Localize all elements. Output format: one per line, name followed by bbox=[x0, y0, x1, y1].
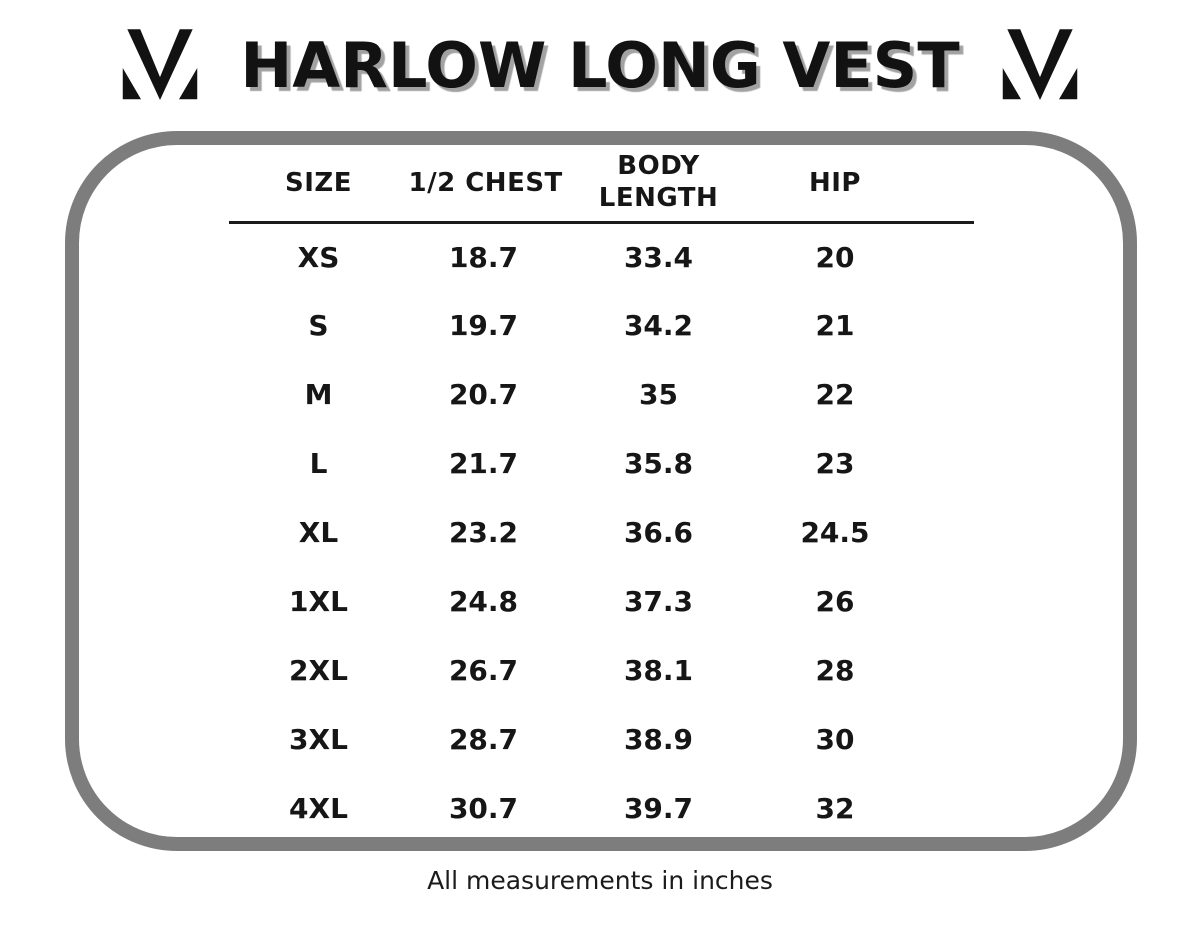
cell-half-chest: 28.7 bbox=[448, 723, 519, 756]
cell-half-chest: 20.7 bbox=[448, 378, 519, 411]
cell-size: XL bbox=[298, 516, 339, 549]
cell-body-length: 38.9 bbox=[623, 723, 694, 756]
cell-size: M bbox=[304, 378, 333, 411]
cell-body-length: 38.1 bbox=[623, 654, 694, 687]
cell-body-length: 37.3 bbox=[623, 585, 694, 618]
cell-half-chest: 18.7 bbox=[448, 240, 519, 274]
cell-hip: 23 bbox=[815, 447, 855, 480]
header-row: SIZE 1/2 CHEST BODY LENGTH HIP bbox=[228, 145, 974, 224]
cell-hip: 28 bbox=[815, 654, 855, 687]
table-row-xl: XL 23.2 36.6 24.5 bbox=[229, 498, 974, 567]
size-chart-table: SIZE 1/2 CHEST BODY LENGTH HIP XS 18.7 3… bbox=[228, 145, 974, 843]
size-chart-panel: SIZE 1/2 CHEST BODY LENGTH HIP XS 18.7 3… bbox=[65, 131, 1137, 851]
units-footnote: All measurements in inches bbox=[427, 866, 773, 895]
cell-body-length: 33.4 bbox=[623, 240, 694, 274]
cell-half-chest: 21.7 bbox=[448, 447, 519, 480]
table-row-4xl: 4XL 30.7 39.7 32 bbox=[229, 774, 974, 843]
table-row-xs: XS 18.7 33.4 20 bbox=[229, 222, 974, 291]
table-row-l: L 21.7 35.8 23 bbox=[229, 429, 974, 498]
cell-body-length: 35 bbox=[639, 378, 678, 411]
cell-size: 2XL bbox=[289, 654, 348, 687]
cell-hip: 21 bbox=[815, 309, 855, 342]
table-row-3xl: 3XL 28.7 38.9 30 bbox=[229, 705, 974, 774]
cell-body-length: 35.8 bbox=[623, 447, 694, 480]
cell-body-length: 36.6 bbox=[623, 516, 694, 549]
cell-hip: 24.5 bbox=[800, 516, 870, 549]
cell-hip: 32 bbox=[815, 792, 855, 825]
m-monogram-icon bbox=[1002, 29, 1077, 100]
cell-body-length: 34.2 bbox=[623, 309, 694, 342]
m-monogram-icon bbox=[123, 29, 198, 100]
table-header: SIZE 1/2 CHEST BODY LENGTH HIP bbox=[228, 145, 974, 224]
cell-size: XS bbox=[297, 240, 340, 274]
table-body: XS 18.7 33.4 20 S 19.7 34.2 21 M 20.7 35… bbox=[229, 222, 974, 843]
cell-half-chest: 26.7 bbox=[448, 654, 519, 687]
column-header-body-length: BODY LENGTH bbox=[558, 145, 759, 224]
brand-logo-left bbox=[120, 27, 200, 103]
cell-size: 1XL bbox=[289, 585, 348, 618]
cell-hip: 26 bbox=[815, 585, 855, 618]
cell-size: 4XL bbox=[289, 792, 348, 825]
cell-body-length: 39.7 bbox=[623, 792, 694, 825]
cell-hip: 20 bbox=[815, 240, 855, 274]
table-row-1xl: 1XL 24.8 37.3 26 bbox=[229, 567, 974, 636]
column-header-half-chest: 1/2 CHEST bbox=[408, 145, 562, 224]
cell-half-chest: 30.7 bbox=[448, 792, 519, 825]
cell-size: 3XL bbox=[289, 723, 348, 756]
cell-half-chest: 19.7 bbox=[448, 309, 519, 342]
column-header-size: SIZE bbox=[228, 145, 409, 224]
column-header-body-length-label: BODY LENGTH bbox=[598, 151, 719, 213]
table-row-s: S 19.7 34.2 21 bbox=[229, 291, 974, 360]
column-header-hip: HIP bbox=[758, 145, 974, 224]
cell-half-chest: 24.8 bbox=[448, 585, 519, 618]
brand-logo-right bbox=[1000, 27, 1080, 103]
cell-hip: 30 bbox=[815, 723, 855, 756]
masthead: HARLOW LONG VEST bbox=[0, 14, 1200, 116]
table-row-m: M 20.7 35 22 bbox=[229, 360, 974, 429]
cell-size: L bbox=[309, 447, 328, 480]
cell-hip: 22 bbox=[815, 378, 855, 411]
cell-half-chest: 23.2 bbox=[448, 516, 519, 549]
page-title: HARLOW LONG VEST bbox=[240, 28, 960, 102]
table-row-2xl: 2XL 26.7 38.1 28 bbox=[229, 636, 974, 705]
cell-size: S bbox=[308, 309, 329, 342]
